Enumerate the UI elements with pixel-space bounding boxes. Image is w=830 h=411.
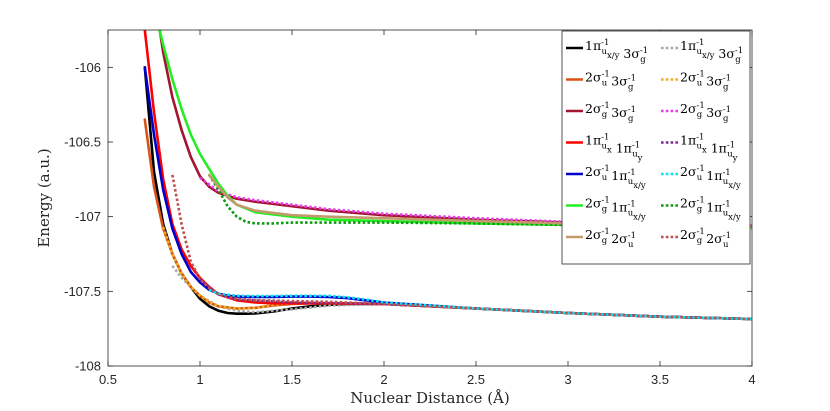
plot-frame (107, 29, 753, 367)
legend-label: 2σ-1 u 3σ-1 g (585, 70, 636, 93)
x-tick-label: 0.5 (99, 372, 117, 387)
y-tick-label: -106.5 (64, 135, 101, 150)
x-tick-label: 2.5 (467, 372, 485, 387)
axes-layer: 0.5 1 1.5 2 2.5 3 3.5 4 -108 -107.5 -107 -106.5 -106 (64, 30, 756, 387)
x-tick-label: 3.5 (651, 372, 669, 387)
series-line-11 (208, 174, 752, 230)
legend-label: 1π-1 ux 1π-1 uy (680, 133, 738, 164)
legend-label: 1π-1 ux/y 3σ-1 g (680, 38, 743, 65)
y-tick-label: -106 (75, 60, 101, 75)
x-tick-label: 4 (748, 372, 755, 387)
y-tick-label: -107 (75, 209, 101, 224)
x-tick-label: 1.5 (283, 372, 301, 387)
legend-label: 2σ-1 g 3σ-1 g (585, 101, 636, 124)
legend-label: 2σ-1 g 3σ-1 g (680, 101, 731, 124)
x-tick-label: 2 (380, 372, 387, 387)
series-line-9 (208, 288, 752, 321)
y-tick-label: -107.5 (64, 284, 101, 299)
legend-label: 2σ-1 g 1π-1 ux/y (680, 196, 741, 223)
legend-box (561, 30, 751, 265)
y-tick-label: -108 (75, 359, 101, 374)
legend-label: 2σ-1 g 2σ-1 u (585, 227, 636, 250)
legend-label: 2σ-1 u 1π-1 ux/y (680, 164, 741, 191)
legend-label: 2σ-1 g 1π-1 ux/y (585, 196, 646, 223)
legend: 1π-1 ux/y 3σ-1 g 1π-1 ux/y 3σ-1 g 2σ-1 u 3σ-1 g 2σ-1… (561, 30, 751, 265)
legend-label: 2σ-1 g 2σ-1 u (680, 227, 731, 250)
legend-label: 2σ-1 u 1π-1 ux/y (585, 164, 646, 191)
legend-label: 1π-1 ux 1π-1 uy (585, 133, 643, 164)
legend-label: 2σ-1 u 3σ-1 g (680, 70, 731, 93)
series-layer (143, 30, 752, 321)
legend-label: 1π-1 ux/y 3σ-1 g (585, 38, 648, 65)
y-axis-title: Energy (a.u.) (35, 148, 53, 247)
x-axis-title: Nuclear Distance (Å) (350, 389, 509, 407)
series-line-13 (171, 174, 752, 321)
x-tick-label: 1 (196, 372, 203, 387)
x-tick-label: 3 (564, 372, 571, 387)
